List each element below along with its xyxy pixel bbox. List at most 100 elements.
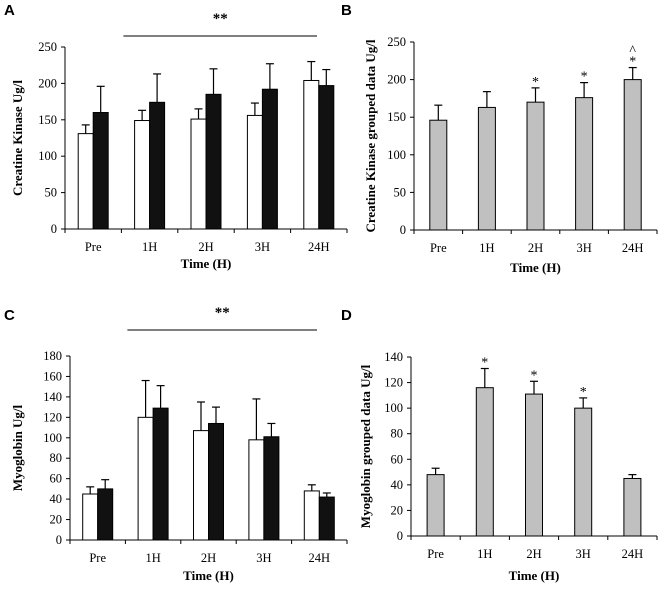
panel-c-letter: C — [4, 307, 15, 324]
panel-b-annotation: * — [581, 70, 588, 85]
panel-d-x-tick-label: 3H — [576, 547, 591, 561]
panel-c-y-tick-label: 20 — [50, 513, 63, 527]
panel-c-y-tick-label: 120 — [43, 410, 62, 424]
panel-b-y-tick-label: 200 — [387, 73, 406, 87]
panel-b-y-tick-label: 250 — [387, 35, 406, 49]
panel-b-y-tick-label: 0 — [400, 223, 406, 237]
panel-c-y-tick-label: 160 — [43, 369, 62, 383]
panel-c-bar — [137, 416, 154, 541]
panel-d-y-tick-label: 80 — [391, 427, 404, 441]
panel-b-x-tick-label: Pre — [430, 241, 447, 255]
panel-a-x-axis-label: Time (H) — [181, 256, 232, 271]
panel-d-bar — [574, 407, 593, 537]
panel-a-y-tick-label: 50 — [45, 186, 58, 200]
panel-c: C 0 20 40 60 80 100 120 140 160 180 Pre 1H 2H 3H 24H ** M… — [4, 305, 348, 583]
panel-a-x-tick-label: Pre — [85, 240, 102, 254]
panel-b-y-tick-label: 100 — [387, 148, 406, 162]
panel-d-y-tick-label: 40 — [391, 478, 404, 492]
panel-a-y-tick-label: 150 — [38, 113, 57, 127]
panel-a-y-axis-label: Creatine Kinase Ug/l — [10, 80, 25, 196]
panel-d-bar — [623, 477, 642, 537]
panel-d-bar — [475, 387, 494, 537]
panel-c-y-tick-label: 40 — [50, 492, 63, 506]
panel-a-y-tick-label: 250 — [38, 40, 57, 54]
panel-d-annotation: * — [481, 356, 488, 371]
panel-d-x-tick-label: 24H — [622, 547, 644, 561]
panel-b-x-tick-label: 1H — [479, 241, 494, 255]
panel-d-y-axis-label: Myoglobin grouped data Ug/l — [358, 364, 373, 528]
panel-c-y-tick-label: 0 — [56, 533, 62, 547]
panel-a: A 0 50 100 150 200 250 Pre 1H 2H 3H 24H ** Creatine K… — [4, 2, 348, 271]
panel-d-x-tick-label: 1H — [477, 547, 492, 561]
panel-a-bar — [77, 133, 94, 230]
panel-c-x-tick-label: 2H — [201, 551, 216, 565]
panel-b-annotation: * — [629, 55, 636, 70]
panel-b-annotation: * — [532, 75, 539, 90]
panel-c-y-tick-label: 100 — [43, 431, 62, 445]
panel-b-y-axis-label: Creatine Kinase grouped data Ug/l — [363, 39, 378, 232]
panel-c-x-tick-label: 24H — [309, 551, 331, 565]
panel-c-y-tick-label: 80 — [50, 451, 63, 465]
panel-b-letter: B — [341, 2, 352, 19]
panel-a-letter: A — [4, 2, 15, 19]
panel-b-bar — [623, 79, 642, 231]
panel-b-y-tick-label: 50 — [394, 185, 407, 199]
panel-a-x-tick-label: 3H — [255, 240, 270, 254]
panel-a-bar — [190, 118, 207, 230]
panel-c-x-tick-label: 1H — [145, 551, 160, 565]
panel-a-bar — [261, 88, 278, 230]
panel-a-x-tick-label: 2H — [198, 240, 213, 254]
panel-a-significance-label: ** — [213, 11, 228, 27]
panel-c-y-tick-label: 180 — [43, 349, 62, 363]
panel-b-bar — [429, 119, 448, 231]
panel-c-x-tick-label: 3H — [256, 551, 271, 565]
panel-c-bar — [263, 436, 280, 541]
panel-a-y-tick-label: 100 — [38, 149, 57, 163]
panel-b-bar — [526, 101, 545, 231]
panel-d-x-axis-label: Time (H) — [509, 568, 560, 583]
panel-c-significance-label: ** — [215, 305, 230, 321]
panel-d-y-tick-label: 100 — [384, 401, 403, 415]
panel-a-y-tick-label: 200 — [38, 76, 57, 90]
panel-a-bar — [318, 85, 335, 230]
panel-a-bar — [149, 101, 166, 230]
panel-a-x-tick-label: 24H — [308, 240, 330, 254]
panel-a-bar — [246, 114, 263, 230]
panel-d: D 0 20 40 60 80 100 120 140 Pre 1H * 2H * 3H * 24H Myoglo… — [341, 307, 658, 583]
panel-b-y-tick-label: 150 — [387, 110, 406, 124]
panel-c-bar — [97, 488, 114, 541]
panel-c-x-axis-label: Time (H) — [183, 568, 234, 583]
panel-b-x-axis-label: Time (H) — [510, 260, 561, 275]
panel-c-bar — [303, 490, 320, 541]
panel-c-x-tick-label: Pre — [89, 551, 106, 565]
panel-d-y-tick-label: 140 — [384, 350, 403, 364]
panel-a-bar — [303, 79, 320, 230]
panel-c-bar — [248, 439, 265, 541]
panel-c-bar — [193, 430, 209, 541]
panel-a-x-tick-label: 1H — [142, 240, 157, 254]
panel-d-x-tick-label: Pre — [427, 547, 444, 561]
panel-b-bar — [575, 97, 594, 231]
panel-c-y-axis-label: Myoglobin Ug/l — [10, 404, 25, 491]
panel-d-bar — [426, 474, 445, 537]
panel-a-bar — [92, 112, 109, 230]
panel-c-bar — [318, 496, 335, 541]
panel-b-x-tick-label: 2H — [528, 241, 543, 255]
panel-b-bar — [477, 106, 496, 231]
panel-d-annotation: * — [580, 385, 587, 400]
panel-c-bar — [82, 493, 99, 541]
panel-a-y-tick-label: 0 — [51, 222, 57, 236]
panel-b-x-tick-label: 24H — [622, 241, 644, 255]
panel-d-y-tick-label: 120 — [384, 376, 403, 390]
panel-d-x-tick-label: 2H — [526, 547, 541, 561]
panel-d-bar — [525, 393, 543, 537]
panel-c-y-tick-label: 60 — [50, 472, 63, 486]
panel-b-annotation: ^ — [629, 44, 636, 59]
panel-d-y-tick-label: 0 — [397, 529, 403, 543]
panel-a-bar — [134, 120, 151, 230]
panel-d-y-tick-label: 20 — [391, 503, 404, 517]
panel-c-bar — [152, 407, 169, 541]
